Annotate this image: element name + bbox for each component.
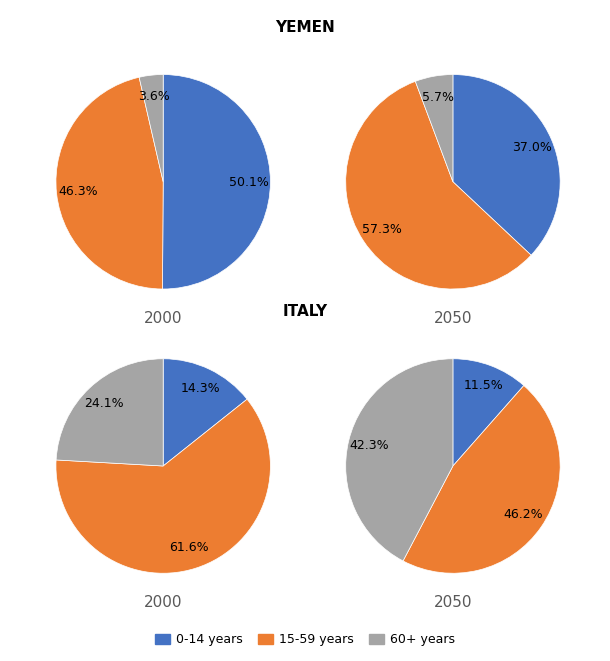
- Wedge shape: [163, 359, 247, 466]
- Text: 37.0%: 37.0%: [512, 141, 551, 154]
- Wedge shape: [139, 75, 163, 182]
- Wedge shape: [56, 77, 163, 289]
- Text: 2050: 2050: [434, 595, 472, 609]
- Text: 24.1%: 24.1%: [84, 397, 124, 410]
- Wedge shape: [56, 359, 163, 466]
- Text: YEMEN: YEMEN: [275, 20, 335, 35]
- Text: 42.3%: 42.3%: [350, 439, 389, 452]
- Wedge shape: [453, 75, 560, 255]
- Wedge shape: [56, 399, 270, 573]
- Text: 46.3%: 46.3%: [58, 184, 98, 198]
- Text: 2050: 2050: [434, 311, 472, 325]
- Text: 11.5%: 11.5%: [464, 379, 503, 392]
- Text: 3.6%: 3.6%: [138, 90, 170, 103]
- Wedge shape: [415, 75, 453, 182]
- Text: 61.6%: 61.6%: [170, 541, 209, 555]
- Wedge shape: [453, 359, 524, 466]
- Wedge shape: [346, 81, 531, 289]
- Wedge shape: [403, 385, 560, 573]
- Text: 5.7%: 5.7%: [422, 91, 454, 104]
- Text: 57.3%: 57.3%: [362, 223, 401, 236]
- Text: ITALY: ITALY: [282, 305, 328, 319]
- Text: 46.2%: 46.2%: [504, 508, 544, 521]
- Text: 2000: 2000: [144, 595, 182, 609]
- Text: 2000: 2000: [144, 311, 182, 325]
- Wedge shape: [162, 75, 270, 289]
- Legend: 0-14 years, 15-59 years, 60+ years: 0-14 years, 15-59 years, 60+ years: [150, 629, 460, 652]
- Text: 14.3%: 14.3%: [181, 382, 220, 395]
- Wedge shape: [346, 359, 453, 561]
- Text: 50.1%: 50.1%: [229, 176, 269, 188]
